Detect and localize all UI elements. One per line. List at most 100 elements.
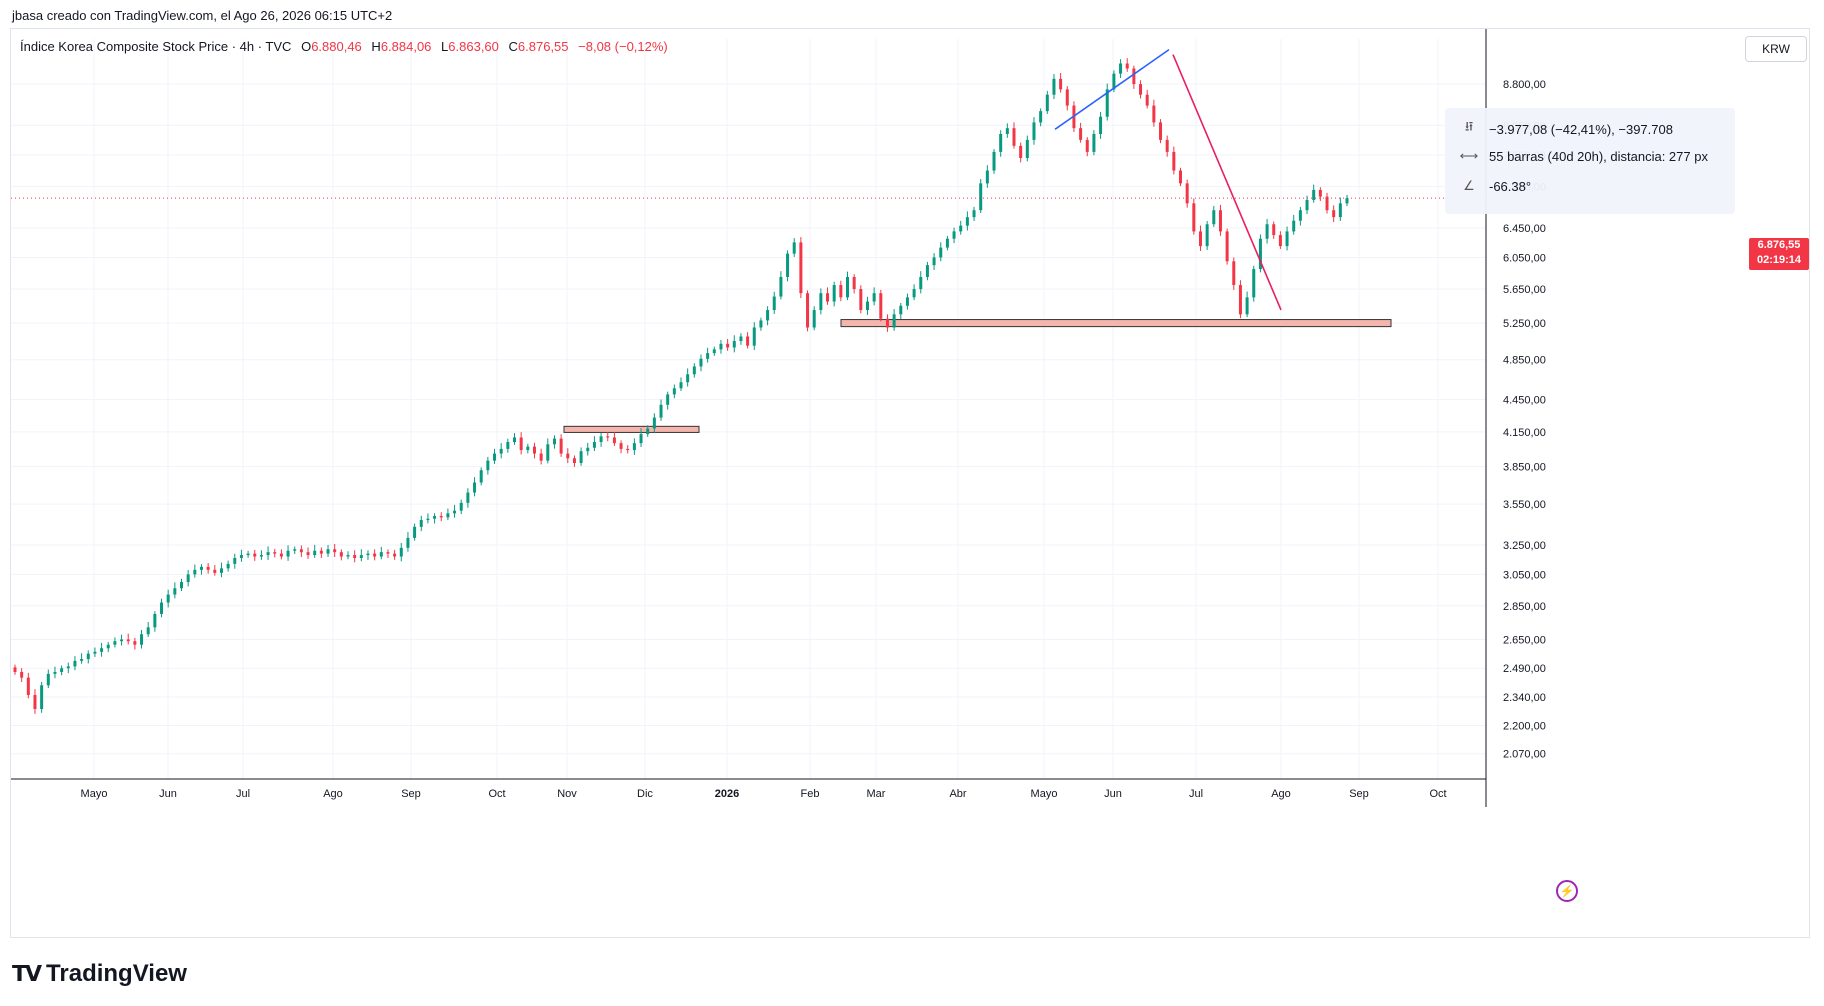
candle-body xyxy=(1192,203,1196,232)
candle-body xyxy=(1205,224,1209,247)
candle-body xyxy=(426,518,430,521)
x-tick-label: Dic xyxy=(637,788,653,800)
y-tick-label: 6.450,00 xyxy=(1503,223,1546,235)
x-tick-label: 2026 xyxy=(715,788,739,800)
candle-body xyxy=(1338,203,1342,218)
candle-body xyxy=(726,343,730,348)
x-tick-label: Nov xyxy=(557,788,577,800)
candle-body xyxy=(1245,297,1249,315)
candle-body xyxy=(233,557,237,564)
tradingview-logo[interactable]: 𝗧𝗩 TradingView xyxy=(12,960,187,988)
y-tick-label: 4.850,00 xyxy=(1503,355,1546,367)
candle-body xyxy=(1232,261,1236,286)
x-tick-label: Mayo xyxy=(81,788,108,800)
open-value: 6.880,46 xyxy=(311,39,362,54)
candle-body xyxy=(453,510,457,514)
candle-body xyxy=(1332,210,1336,218)
close-value: 6.876,55 xyxy=(517,39,569,54)
candle-body xyxy=(786,253,790,277)
candle-body xyxy=(679,382,683,389)
candle-body xyxy=(366,553,370,556)
candle-body xyxy=(885,318,889,328)
high-label: H xyxy=(371,39,381,54)
candle-body xyxy=(439,516,443,518)
candle-body xyxy=(619,443,623,449)
candle-body xyxy=(566,453,570,459)
y-tick-label: 5.250,00 xyxy=(1503,318,1546,330)
candle-body xyxy=(433,516,437,519)
x-tick-label: Ago xyxy=(323,788,343,800)
candle-body xyxy=(879,293,883,319)
candle-body xyxy=(1165,139,1169,152)
candle-body xyxy=(599,436,603,443)
candle-body xyxy=(739,336,743,342)
candle-body xyxy=(1025,139,1029,159)
candle-body xyxy=(13,667,17,672)
candle-body xyxy=(473,482,477,493)
candle-body xyxy=(592,442,596,448)
candle-body xyxy=(120,639,124,642)
candle-body xyxy=(1092,133,1096,152)
candle-body xyxy=(86,653,90,660)
candle-body xyxy=(1252,269,1256,298)
y-tick-label: 5.650,00 xyxy=(1503,284,1546,296)
candle-body xyxy=(1292,220,1296,232)
candle-body xyxy=(865,301,869,311)
candle-body xyxy=(652,417,656,429)
candle-body xyxy=(1099,116,1103,134)
candle-body xyxy=(259,555,263,557)
chart-frame[interactable]: 8.800,008.050,007.550,007.050,006.450,00… xyxy=(10,28,1810,938)
candle-body xyxy=(180,582,183,589)
candle-body xyxy=(239,555,243,558)
measure-bars-range: 55 barras (40d 20h), distancia: 277 px xyxy=(1489,148,1708,164)
candle-body xyxy=(706,353,710,359)
candle-body xyxy=(166,594,170,603)
currency-button[interactable]: KRW xyxy=(1745,36,1807,62)
candle-body xyxy=(759,320,763,328)
candle-body xyxy=(80,659,84,661)
candle-body xyxy=(226,563,230,569)
x-tick-label: Jun xyxy=(159,788,177,800)
lightning-icon[interactable]: ⚡ xyxy=(1556,880,1578,902)
symbol-name[interactable]: Índice Korea Composite Stock Price · 4h … xyxy=(20,39,292,54)
candle-body xyxy=(639,434,643,444)
change-value: −8,08 (−0,12%) xyxy=(578,39,668,54)
candle-body xyxy=(1345,198,1349,204)
candle-body xyxy=(846,276,849,298)
candle-body xyxy=(905,297,909,306)
tv-logo-icon: 𝗧𝗩 xyxy=(12,961,42,986)
candle-body xyxy=(792,242,796,254)
candle-body xyxy=(1272,224,1276,236)
candle-body xyxy=(326,549,330,554)
candle-body xyxy=(952,231,956,239)
y-tick-label: 3.050,00 xyxy=(1503,569,1546,581)
candle-body xyxy=(1298,210,1302,221)
candle-body xyxy=(826,293,830,302)
candle-body xyxy=(1325,196,1329,211)
candle-body xyxy=(346,555,350,557)
support-zone-lower xyxy=(840,319,1392,328)
candle-body xyxy=(20,671,24,678)
x-tick-label: Oct xyxy=(488,788,505,800)
candle-body xyxy=(279,553,283,557)
candle-body xyxy=(899,305,903,315)
candle-body xyxy=(659,404,663,418)
candle-body xyxy=(413,526,417,538)
candle-body xyxy=(93,651,97,654)
price-chart[interactable]: 8.800,008.050,007.550,007.050,006.450,00… xyxy=(11,29,1811,939)
candle-body xyxy=(1278,235,1282,247)
x-tick-label: Feb xyxy=(801,788,820,800)
candle-body xyxy=(1085,139,1089,152)
x-tick-label: Ago xyxy=(1271,788,1291,800)
candle-body xyxy=(1312,189,1316,200)
symbol-legend[interactable]: Índice Korea Composite Stock Price · 4h … xyxy=(20,39,668,54)
candle-body xyxy=(965,217,969,226)
candle-body xyxy=(666,394,670,405)
candle-body xyxy=(46,673,50,686)
candle-body xyxy=(60,668,64,672)
candle-body xyxy=(186,574,190,583)
y-tick-label: 2.490,00 xyxy=(1503,663,1546,675)
candle-body xyxy=(1012,128,1016,146)
candle-body xyxy=(586,447,590,452)
candle-body xyxy=(799,242,803,294)
